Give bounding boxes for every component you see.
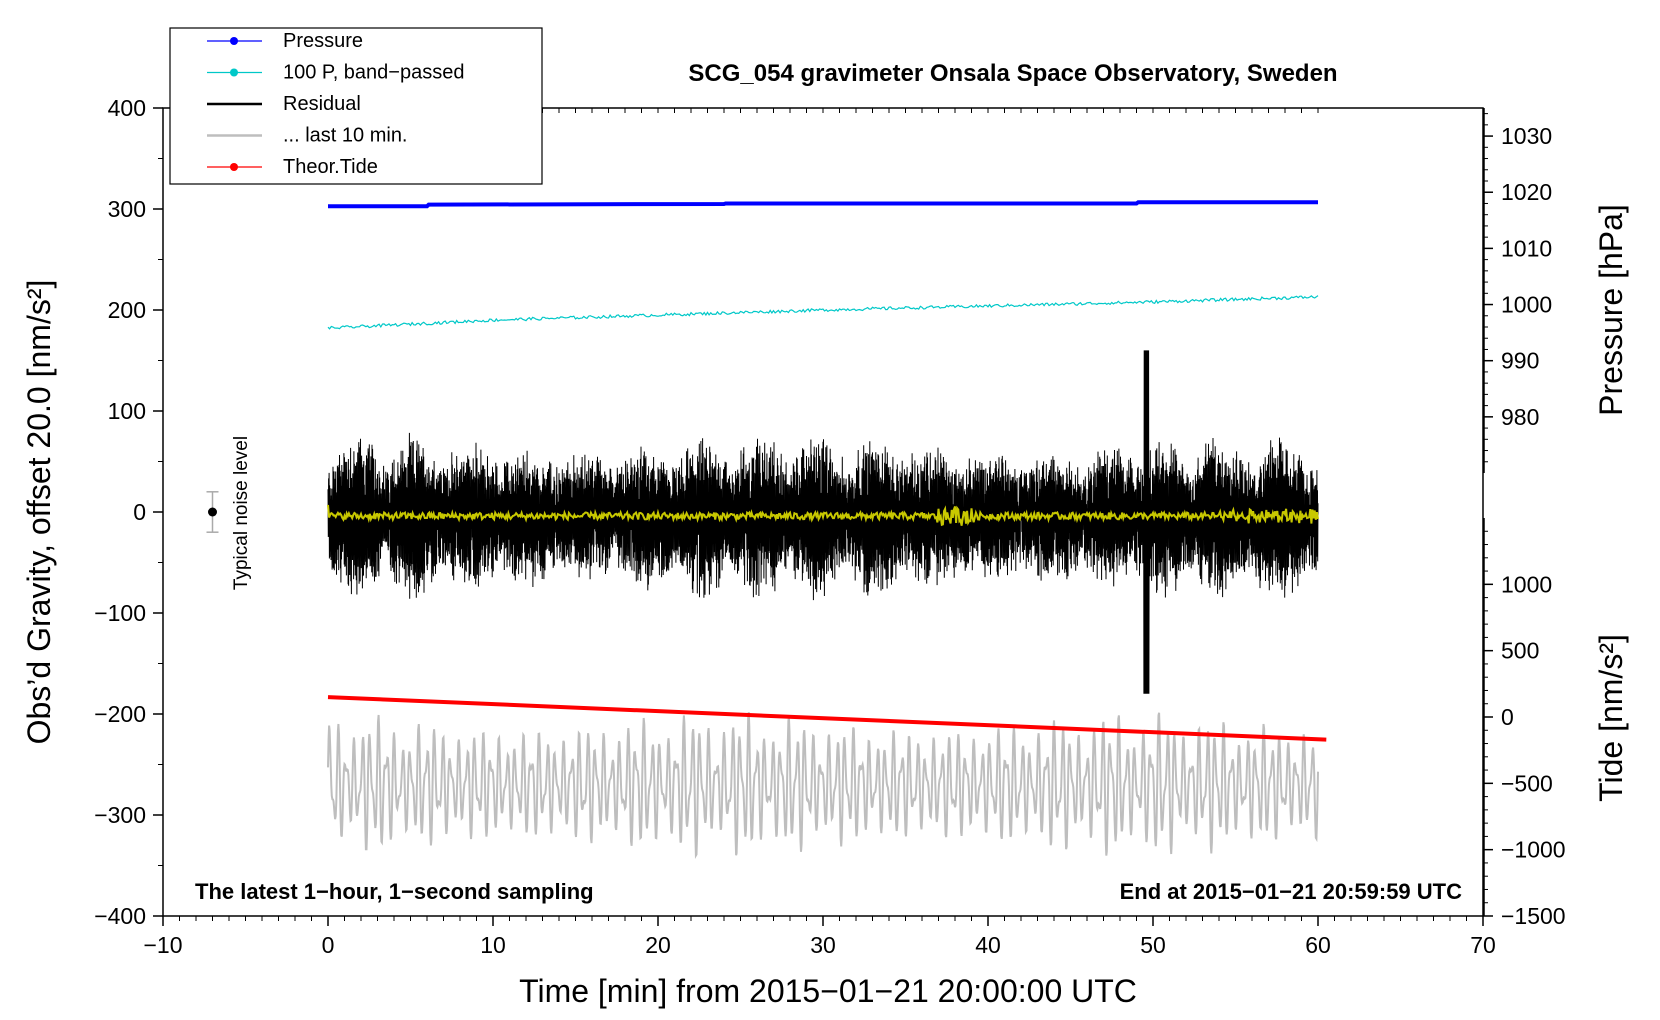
annotation-left: The latest 1−hour, 1−second sampling	[195, 879, 594, 904]
x-tick-label: 60	[1305, 932, 1331, 958]
legend-label: Theor.Tide	[283, 156, 378, 178]
x-tick-label: 0	[322, 932, 335, 958]
tide-axis-title: Tide [nm/s²]	[1593, 634, 1629, 802]
legend-marker	[230, 37, 238, 45]
x-tick-label: 20	[645, 932, 671, 958]
noise-label: Typical noise level	[231, 436, 252, 590]
series-residual	[327, 350, 1319, 694]
series-pressure	[328, 200, 1318, 209]
legend-label: ... last 10 min.	[283, 125, 408, 147]
legend-label: Pressure	[283, 30, 363, 52]
y-left-axis-title: Obs’d Gravity, offset 20.0 [nm/s²]	[21, 280, 57, 745]
y-tick-label: 0	[133, 499, 146, 525]
y-tick-label: 200	[108, 297, 146, 323]
pressure-axis: 980 990 1000 1010 1020 1030	[1483, 108, 1552, 473]
x-tick-label: 30	[810, 932, 836, 958]
pressure-tick-label: 1000	[1501, 292, 1552, 318]
x-tick-label: 10	[480, 932, 506, 958]
x-tick-label: 40	[975, 932, 1001, 958]
y-tick-label: 400	[108, 95, 146, 121]
noise-marker	[206, 491, 219, 533]
y-tick-label: −400	[94, 903, 146, 929]
y-tick-label: −100	[94, 600, 146, 626]
series-last-10-min	[327, 712, 1319, 859]
pressure-tick-label: 1020	[1501, 179, 1552, 205]
series-theor-tide	[327, 695, 1327, 742]
y-tick-label: −200	[94, 701, 146, 727]
legend-box	[169, 27, 543, 185]
tide-tick-label: 1000	[1501, 571, 1552, 597]
tide-tick-label: −500	[1501, 770, 1553, 796]
annotation-right: End at 2015−01−21 20:59:59 UTC	[1120, 879, 1463, 904]
pressure-tick-label: 980	[1501, 404, 1539, 430]
chart-title: SCG_054 gravimeter Onsala Space Observat…	[688, 60, 1337, 87]
pressure-tick-label: 990	[1501, 348, 1539, 374]
tide-tick-label: −1500	[1501, 903, 1566, 929]
x-tick-label: 70	[1470, 932, 1496, 958]
series-band-passed-pressure	[327, 295, 1319, 330]
legend: Pressure 100 P, band−passed Residual ... la…	[169, 27, 543, 185]
legend-label: 100 P, band−passed	[283, 62, 464, 84]
x-axis: −10 0 10 20 30 40 50 60 70	[143, 108, 1496, 958]
pressure-tick-label: 1030	[1501, 123, 1552, 149]
series-residual-smoothed	[327, 504, 1319, 527]
noise-point	[208, 507, 217, 517]
legend-marker	[230, 163, 238, 171]
x-tick-label: −10	[143, 932, 182, 958]
legend-label: Residual	[283, 93, 361, 115]
x-tick-label: 50	[1140, 932, 1166, 958]
tide-axis: −1500 −1000 −500 0 500 1000	[1483, 518, 1566, 929]
y-tick-label: 300	[108, 196, 146, 222]
pressure-tick-label: 1010	[1501, 235, 1552, 261]
legend-marker	[230, 68, 238, 77]
pressure-axis-title: Pressure [hPa]	[1593, 204, 1629, 416]
y-tick-label: −300	[94, 802, 146, 828]
y-left-axis: −400 −300 −200 −100 0 100 200 300 400	[94, 95, 163, 929]
tide-tick-label: 0	[1501, 704, 1514, 730]
tide-tick-label: −1000	[1501, 837, 1566, 863]
data-layer	[327, 200, 1327, 859]
tide-tick-label: 500	[1501, 638, 1539, 664]
x-axis-title: Time [min] from 2015−01−21 20:00:00 UTC	[519, 973, 1137, 1009]
y-tick-label: 100	[108, 398, 146, 424]
